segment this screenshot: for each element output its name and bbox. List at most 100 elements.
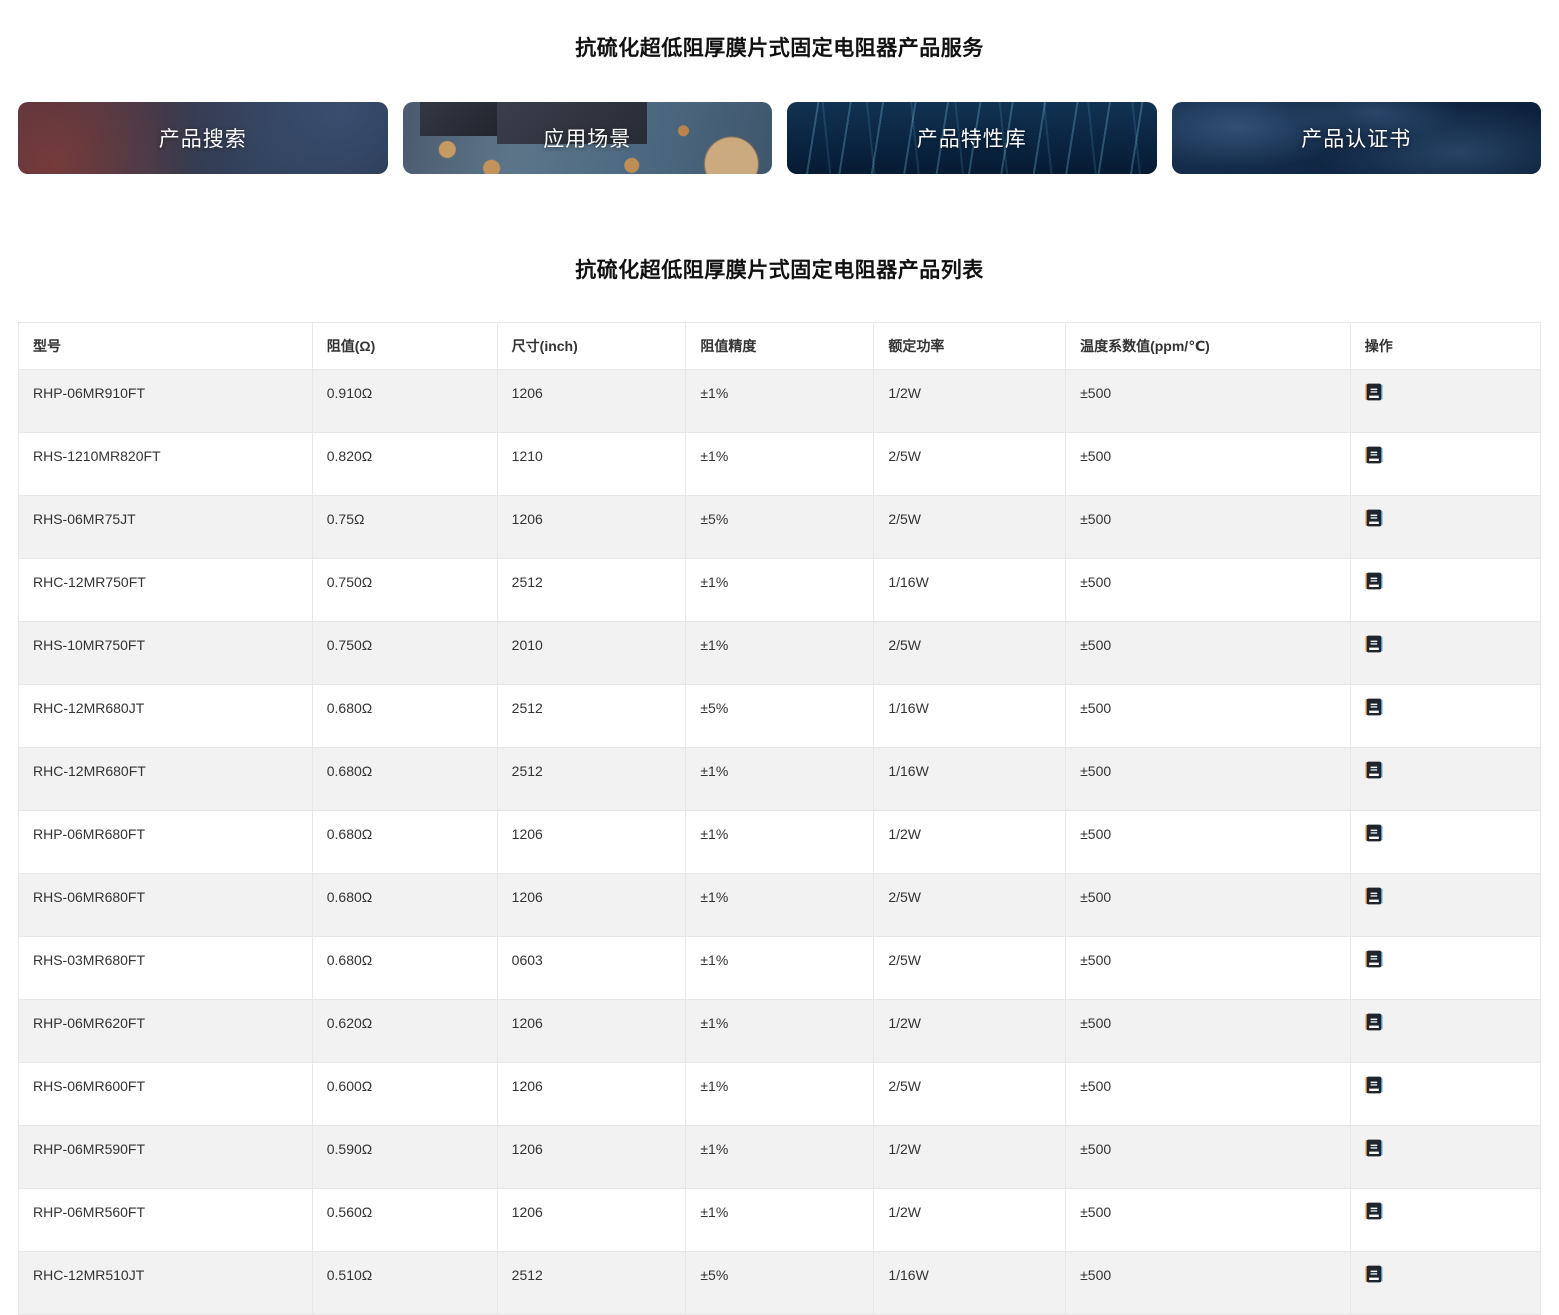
table-row: RHP-06MR560FT 0.560Ω 1206 ±1% 1/2W ±500 xyxy=(18,1188,1542,1252)
table-row: RHC-12MR750FT 0.750Ω 2512 ±1% 1/16W ±500 xyxy=(18,558,1542,622)
cell-size: 1206 xyxy=(496,999,687,1063)
table-row: RHP-06MR590FT 0.590Ω 1206 ±1% 1/2W ±500 xyxy=(18,1125,1542,1189)
nav-card-application-scenarios[interactable]: 应用场景 xyxy=(402,102,772,174)
cell-actions xyxy=(1349,684,1542,748)
cell-tolerance: ±5% xyxy=(685,684,875,748)
notebook-icon xyxy=(1365,635,1383,653)
product-table-body: RHP-06MR910FT 0.910Ω 1206 ±1% 1/2W ±500 … xyxy=(18,369,1542,1315)
cell-model: RHS-10MR750FT xyxy=(18,621,313,685)
cell-tolerance: ±1% xyxy=(685,1188,875,1252)
cell-actions xyxy=(1349,495,1542,559)
cell-rated-power: 2/5W xyxy=(873,621,1067,685)
nav-card-product-certificates[interactable]: 产品认证书 xyxy=(1171,102,1541,174)
cell-temp-coeff: ±500 xyxy=(1065,810,1351,874)
notebook-icon xyxy=(1365,950,1383,968)
cell-actions xyxy=(1349,1188,1542,1252)
cell-temp-coeff: ±500 xyxy=(1065,621,1351,685)
table-row: RHC-12MR680FT 0.680Ω 2512 ±1% 1/16W ±500 xyxy=(18,747,1542,811)
cell-temp-coeff: ±500 xyxy=(1065,1062,1351,1126)
notebook-icon xyxy=(1365,446,1383,464)
view-detail-button[interactable] xyxy=(1365,950,1383,968)
cell-model: RHC-12MR510JT xyxy=(18,1251,313,1315)
notebook-icon xyxy=(1365,824,1383,842)
cell-model: RHC-12MR750FT xyxy=(18,558,313,622)
cell-model: RHS-06MR600FT xyxy=(18,1062,313,1126)
cell-size: 1206 xyxy=(496,873,687,937)
cell-size: 2512 xyxy=(496,747,687,811)
cell-size: 1206 xyxy=(496,1062,687,1126)
cell-tolerance: ±1% xyxy=(685,432,875,496)
cell-tolerance: ±1% xyxy=(685,999,875,1063)
cell-actions xyxy=(1349,1062,1542,1126)
view-detail-button[interactable] xyxy=(1365,887,1383,905)
cell-tolerance: ±5% xyxy=(685,495,875,559)
notebook-icon xyxy=(1365,572,1383,590)
cell-model: RHS-06MR680FT xyxy=(18,873,313,937)
cell-size: 2512 xyxy=(496,558,687,622)
view-detail-button[interactable] xyxy=(1365,1265,1383,1283)
cell-size: 1210 xyxy=(496,432,687,496)
view-detail-button[interactable] xyxy=(1365,383,1383,401)
cell-tolerance: ±1% xyxy=(685,873,875,937)
cell-actions xyxy=(1349,873,1542,937)
nav-card-label: 应用场景 xyxy=(543,128,632,151)
view-detail-button[interactable] xyxy=(1365,635,1383,653)
table-row: RHS-06MR680FT 0.680Ω 1206 ±1% 2/5W ±500 xyxy=(18,873,1542,937)
cell-actions xyxy=(1349,1125,1542,1189)
product-list-title: 抗硫化超低阻厚膜片式固定电阻器产品列表 xyxy=(575,259,984,282)
view-detail-button[interactable] xyxy=(1365,1202,1383,1220)
cell-resistance: 0.620Ω xyxy=(311,999,498,1063)
cell-rated-power: 1/2W xyxy=(873,369,1067,433)
page-title: 抗硫化超低阻厚膜片式固定电阻器产品服务 xyxy=(575,37,984,60)
cell-resistance: 0.560Ω xyxy=(311,1188,498,1252)
nav-card-label: 产品搜索 xyxy=(158,128,247,151)
notebook-icon xyxy=(1365,509,1383,527)
cell-size: 1206 xyxy=(496,1188,687,1252)
cell-resistance: 0.750Ω xyxy=(311,558,498,622)
col-header-tolerance: 阻值精度 xyxy=(685,322,875,370)
view-detail-button[interactable] xyxy=(1365,1139,1383,1157)
cell-resistance: 0.820Ω xyxy=(311,432,498,496)
cell-temp-coeff: ±500 xyxy=(1065,1251,1351,1315)
cell-actions xyxy=(1349,936,1542,1000)
cell-resistance: 0.75Ω xyxy=(311,495,498,559)
notebook-icon xyxy=(1365,1076,1383,1094)
view-detail-button[interactable] xyxy=(1365,509,1383,527)
view-detail-button[interactable] xyxy=(1365,824,1383,842)
nav-card-product-features[interactable]: 产品特性库 xyxy=(787,102,1157,174)
notebook-icon xyxy=(1365,1139,1383,1157)
table-row: RHS-1210MR820FT 0.820Ω 1210 ±1% 2/5W ±50… xyxy=(18,432,1542,496)
cell-model: RHP-06MR590FT xyxy=(18,1125,313,1189)
view-detail-button[interactable] xyxy=(1365,698,1383,716)
cell-resistance: 0.600Ω xyxy=(311,1062,498,1126)
notebook-icon xyxy=(1365,887,1383,905)
cell-size: 2512 xyxy=(496,1251,687,1315)
notebook-icon xyxy=(1365,383,1383,401)
nav-card-product-search[interactable]: 产品搜索 xyxy=(18,102,388,174)
cell-size: 2010 xyxy=(496,621,687,685)
view-detail-button[interactable] xyxy=(1365,572,1383,590)
cell-rated-power: 2/5W xyxy=(873,1062,1067,1126)
cell-actions xyxy=(1349,1251,1542,1315)
cell-rated-power: 2/5W xyxy=(873,936,1067,1000)
col-header-resistance: 阻值(Ω) xyxy=(311,322,498,370)
view-detail-button[interactable] xyxy=(1365,1013,1383,1031)
cell-actions xyxy=(1349,558,1542,622)
cell-temp-coeff: ±500 xyxy=(1065,1188,1351,1252)
cell-model: RHS-1210MR820FT xyxy=(18,432,313,496)
cell-actions xyxy=(1349,432,1542,496)
table-row: RHC-12MR510JT 0.510Ω 2512 ±5% 1/16W ±500 xyxy=(18,1251,1542,1315)
cell-rated-power: 1/16W xyxy=(873,558,1067,622)
cell-size: 1206 xyxy=(496,369,687,433)
cell-tolerance: ±1% xyxy=(685,1125,875,1189)
table-row: RHC-12MR680JT 0.680Ω 2512 ±5% 1/16W ±500 xyxy=(18,684,1542,748)
cell-temp-coeff: ±500 xyxy=(1065,1125,1351,1189)
view-detail-button[interactable] xyxy=(1365,1076,1383,1094)
notebook-icon xyxy=(1365,761,1383,779)
cell-resistance: 0.750Ω xyxy=(311,621,498,685)
view-detail-button[interactable] xyxy=(1365,446,1383,464)
cell-rated-power: 1/16W xyxy=(873,747,1067,811)
cell-actions xyxy=(1349,747,1542,811)
cell-model: RHP-06MR910FT xyxy=(18,369,313,433)
view-detail-button[interactable] xyxy=(1365,761,1383,779)
